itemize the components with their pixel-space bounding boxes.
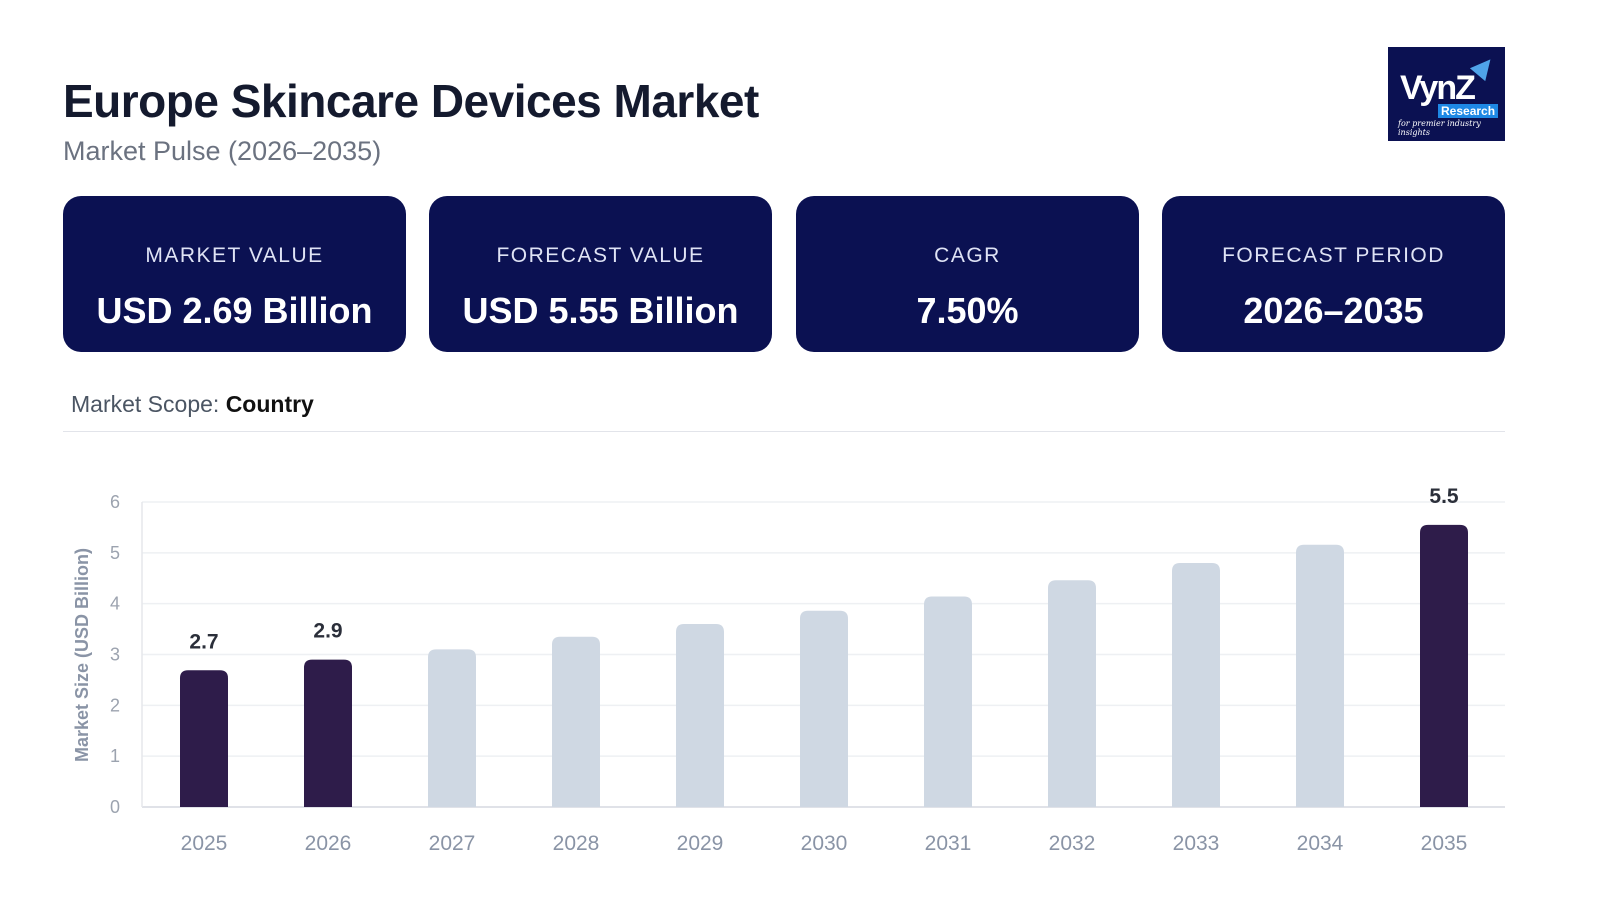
x-tick-label: 2029	[677, 832, 724, 855]
y-tick-label: 0	[110, 797, 120, 817]
bar-2034	[1296, 544, 1344, 807]
bar-2030	[800, 610, 848, 807]
divider	[63, 431, 1505, 432]
bar-2027	[428, 649, 476, 807]
scope-value: Country	[225, 391, 314, 417]
y-axis-label: Market Size (USD Billion)	[72, 548, 92, 762]
x-tick-label: 2026	[305, 832, 352, 855]
x-tick-label: 2033	[1173, 832, 1220, 855]
card-value: 7.50%	[916, 290, 1019, 331]
x-tick-label: 2030	[801, 832, 848, 855]
card-value: 2026–2035	[1243, 290, 1424, 331]
x-tick-label: 2035	[1421, 832, 1468, 855]
card-label: MARKET VALUE	[145, 244, 324, 267]
y-tick-label: 1	[110, 746, 120, 766]
bar-2033	[1172, 563, 1220, 807]
bar-2031	[924, 596, 972, 807]
forecast-value-card: FORECAST VALUE USD 5.55 Billion	[429, 196, 772, 352]
card-value: USD 2.69 Billion	[96, 290, 373, 331]
x-tick-label: 2031	[925, 832, 972, 855]
y-tick-label: 2	[110, 695, 120, 715]
bar-2035	[1420, 524, 1468, 807]
card-value: USD 5.55 Billion	[462, 290, 739, 331]
x-tick-label: 2027	[429, 832, 476, 855]
cagr-card: CAGR 7.50%	[796, 196, 1139, 352]
x-tick-label: 2028	[553, 832, 600, 855]
page-subtitle: Market Pulse (2026–2035)	[63, 136, 382, 166]
market-scope: Market Scope: Country	[71, 391, 314, 418]
bar-2029	[676, 624, 724, 807]
data-label: 2.7	[189, 630, 218, 653]
vynz-logo: VynZ Research for premier industry insight…	[1388, 47, 1505, 141]
y-tick-label: 4	[110, 594, 120, 614]
bar-2032	[1048, 580, 1096, 807]
y-tick-label: 6	[110, 492, 120, 512]
bar-2025	[180, 670, 228, 807]
y-tick-label: 5	[110, 543, 120, 563]
data-label: 2.9	[313, 620, 342, 643]
x-tick-label: 2025	[181, 832, 228, 855]
scope-label: Market Scope:	[71, 391, 220, 417]
bar-2026	[304, 659, 352, 807]
x-tick-label: 2034	[1297, 832, 1344, 855]
forecast-period-card: FORECAST PERIOD 2026–2035	[1162, 196, 1505, 352]
card-label: CAGR	[934, 244, 1001, 267]
page-title: Europe Skincare Devices Market	[63, 75, 759, 127]
data-label: 5.5	[1429, 485, 1459, 508]
card-label: FORECAST VALUE	[496, 244, 705, 267]
bar-2028	[552, 636, 600, 807]
x-tick-label: 2032	[1049, 832, 1096, 855]
market-value-card: MARKET VALUE USD 2.69 Billion	[63, 196, 406, 352]
card-label: FORECAST PERIOD	[1222, 244, 1445, 267]
y-tick-label: 3	[110, 645, 120, 665]
